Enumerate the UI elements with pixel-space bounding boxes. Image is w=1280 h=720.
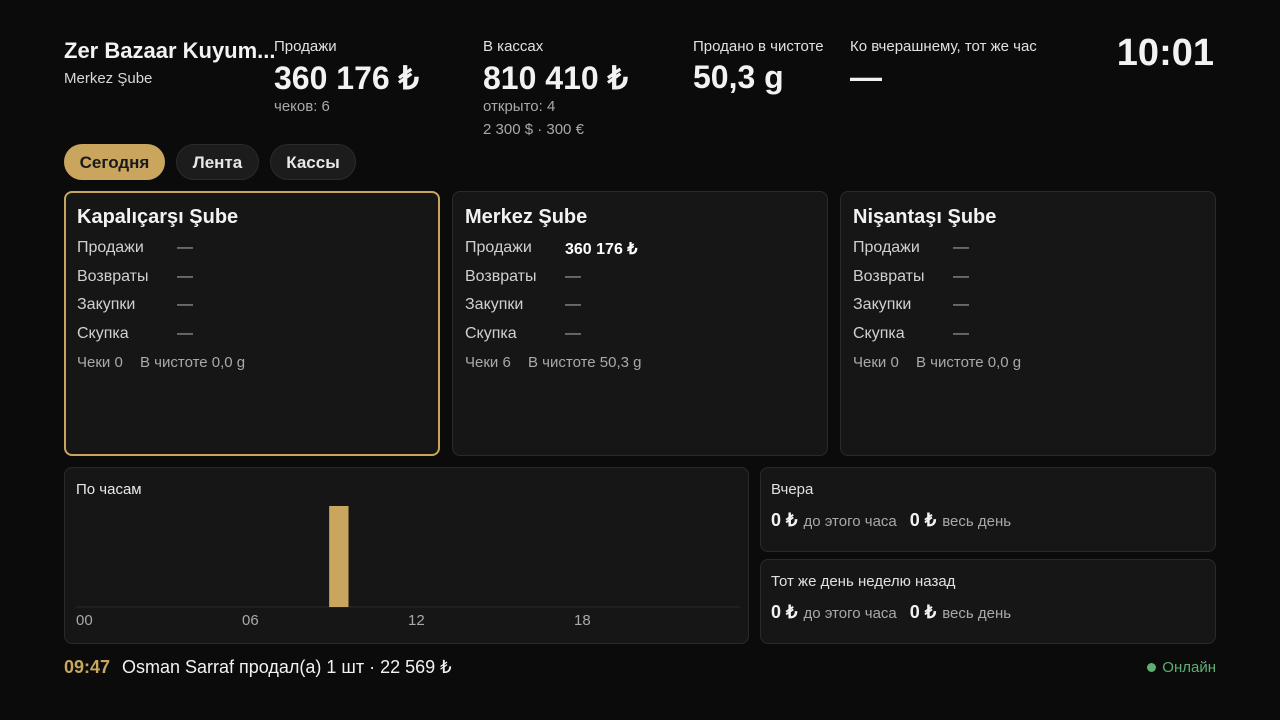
- x-tick-label: 12: [408, 612, 425, 629]
- branch-checks: Чеки 0: [853, 354, 899, 371]
- row-label: Продажи: [465, 239, 532, 256]
- bar: [329, 506, 349, 607]
- comparison-value: 0 ₺: [909, 510, 937, 530]
- event-text: Osman Sarraf продал(а) 1 шт · 22 569 ₺: [122, 657, 452, 677]
- status-text: Онлайн: [1162, 659, 1216, 676]
- comparison-label: до этого часа: [803, 513, 897, 530]
- comparison-line: 0 ₺ до этого часа 0 ₺ весь день: [771, 510, 1024, 531]
- row-value: —: [177, 267, 193, 285]
- stat-label: Продано в чистоте: [693, 38, 824, 55]
- comparison-card: Вчера 0 ₺ до этого часа 0 ₺ весь день: [760, 467, 1216, 552]
- branch-title: Kapalıçarşı Şube: [77, 206, 239, 228]
- comparison-value: 0 ₺: [771, 602, 798, 622]
- row-label: Закупки: [853, 296, 912, 314]
- branch-checks: Чеки 0: [77, 354, 123, 371]
- comparison-label: весь день: [942, 605, 1012, 622]
- row-value: —: [177, 239, 193, 256]
- branch-checks: Чеки 6: [465, 354, 511, 371]
- stat-label: Ко вчерашнему, тот же час: [850, 38, 1037, 55]
- row-value: —: [953, 267, 969, 285]
- row-label: Закупки: [77, 296, 136, 314]
- stat-note: 2 300 $ · 300 €: [483, 121, 584, 138]
- row-label: Возвраты: [465, 267, 537, 285]
- x-tick-label: 18: [574, 612, 591, 629]
- comparison-label: весь день: [942, 513, 1012, 530]
- stat-value: 810 410 ₺: [483, 60, 628, 96]
- hourly-card: По часам 00 06 12 18: [64, 467, 749, 644]
- stat-note: чеков: 6: [274, 98, 330, 115]
- branch-net: В чистоте 50,3 g: [528, 354, 642, 371]
- comparison-line: 0 ₺ до этого часа 0 ₺ весь день: [771, 602, 1024, 623]
- event-time: 09:47: [64, 657, 111, 677]
- row-value: —: [565, 325, 581, 343]
- tab[interactable]: Лента: [176, 144, 259, 180]
- branch-card[interactable]: Kapalıçarşı Şube Продажи — Возвраты — Закупки…: [64, 191, 440, 456]
- stat-value: 50,3 g: [693, 59, 784, 95]
- tab[interactable]: Кассы: [270, 144, 356, 180]
- hourly-chart: По часам 00 06 12 18: [76, 481, 740, 629]
- row-label: Скупка: [77, 325, 129, 343]
- stat-note: открыто: 4: [483, 98, 556, 115]
- x-tick-label: 00: [76, 612, 93, 629]
- row-value: —: [565, 267, 581, 285]
- stat-label: Продажи: [274, 38, 337, 55]
- branch-title: Nişantaşı Şube: [853, 206, 997, 228]
- stat-value: —: [850, 59, 882, 95]
- row-label: Продажи: [853, 239, 920, 256]
- row-value: —: [953, 325, 969, 343]
- branch-net: В чистоте 0,0 g: [916, 354, 1022, 371]
- branch-card[interactable]: Nişantaşı Şube Продажи — Возвраты — Закупки — С…: [840, 191, 1216, 456]
- status: Онлайн: [1147, 659, 1216, 676]
- comparison-card: Тот же день неделю назад 0 ₺ до этого часа…: [760, 559, 1216, 644]
- row-label: Закупки: [465, 296, 524, 314]
- row-value: —: [177, 296, 193, 314]
- branch-card[interactable]: Merkez Şube Продажи 360 176 ₺ Возвраты — Заку…: [452, 191, 828, 456]
- comparison-title: Тот же день неделю назад: [771, 573, 956, 590]
- chart-title: По часам: [76, 481, 142, 498]
- row-value: 360 176 ₺: [565, 241, 638, 258]
- x-tick-label: 06: [242, 612, 259, 629]
- status-dot: [1147, 663, 1157, 672]
- tab[interactable]: Сегодня: [64, 144, 165, 180]
- branch-name: Merkez Şube: [64, 70, 153, 87]
- row-label: Продажи: [77, 239, 144, 256]
- row-label: Возвраты: [77, 267, 149, 285]
- comparison-value: 0 ₺: [771, 510, 798, 530]
- stat-label: В кассах: [483, 38, 544, 55]
- row-value: —: [177, 325, 193, 343]
- row-label: Возвраты: [853, 267, 925, 285]
- branch-title: Merkez Şube: [465, 206, 588, 228]
- comparison-value: 0 ₺: [909, 602, 937, 622]
- clock: 10:01: [1116, 32, 1214, 74]
- row-value: —: [953, 296, 969, 314]
- comparison-label: до этого часа: [803, 605, 897, 622]
- row-value: —: [953, 239, 969, 256]
- branch-net: В чистоте 0,0 g: [140, 354, 246, 371]
- store-name: Zer Bazaar Kuyum...: [64, 38, 276, 63]
- comparison-title: Вчера: [771, 481, 814, 498]
- row-label: Скупка: [853, 325, 905, 343]
- row-value: —: [565, 296, 581, 314]
- stat-value: 360 176 ₺: [274, 60, 419, 96]
- row-label: Скупка: [465, 325, 517, 343]
